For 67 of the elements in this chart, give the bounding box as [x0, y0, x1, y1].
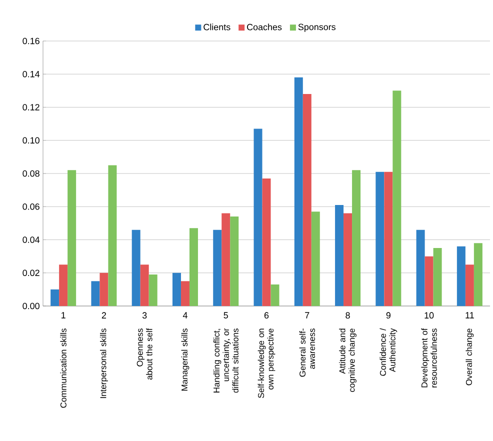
- y-tick-label: 0.12: [22, 104, 40, 110]
- x-tick-label: Attitude and cognitive change: [339, 328, 356, 392]
- bar: [302, 94, 312, 306]
- bar: [50, 289, 60, 306]
- bar: [262, 178, 271, 306]
- text: 8: [346, 312, 350, 319]
- x-tick-label: Development of resourcefulness: [421, 328, 437, 388]
- bar: [148, 274, 158, 306]
- text: 10: [424, 312, 434, 319]
- legend-label: Clients: [204, 24, 230, 30]
- bar: [456, 246, 466, 306]
- bar: [294, 77, 303, 306]
- text: 1: [62, 312, 66, 318]
- bar: [132, 230, 140, 306]
- bar: [474, 243, 482, 306]
- legend-label: Sponsors: [298, 24, 336, 32]
- bar: [392, 90, 402, 306]
- bar: [180, 281, 190, 306]
- x-tick-label: Handling conflict, uncertainty, or difficult situations: [213, 328, 238, 393]
- text: 7: [305, 312, 310, 318]
- x-tick-label: Managerial skills: [181, 328, 190, 391]
- bar: [68, 170, 76, 306]
- bar: [100, 272, 108, 306]
- bar: [335, 204, 344, 306]
- bar: [311, 212, 320, 306]
- y-tick-label: 0.02: [22, 270, 40, 276]
- text: 2: [102, 312, 106, 318]
- text: 5: [224, 312, 228, 318]
- bar: [376, 172, 384, 306]
- bar: [416, 230, 425, 306]
- y-tick-label: 0.14: [22, 70, 40, 78]
- text: 3: [142, 312, 147, 319]
- x-tick-label: Overall change: [466, 328, 474, 386]
- bar: [213, 230, 222, 306]
- x-tick-label: Interpersonal skills: [100, 328, 108, 398]
- bar: [189, 228, 198, 306]
- y-tick-label: 0.04: [22, 236, 40, 243]
- bar: [59, 264, 68, 306]
- bar: [222, 213, 230, 306]
- bar: [344, 213, 352, 306]
- y-tick-label: 0.08: [22, 170, 40, 177]
- bar: [384, 172, 393, 306]
- text: 6: [264, 312, 269, 319]
- text: 11: [466, 312, 474, 318]
- legend-label: Coaches: [247, 24, 282, 30]
- text: 4: [182, 312, 188, 318]
- bar: [140, 264, 149, 306]
- x-tick-label: Confidence / Authenticity: [380, 328, 398, 376]
- bar: [91, 281, 100, 306]
- bar: [352, 170, 361, 306]
- y-tick-label: 0.16: [22, 38, 40, 44]
- text: 9: [386, 312, 390, 319]
- bar: [230, 216, 239, 306]
- bar: [465, 264, 474, 306]
- bar: [108, 165, 117, 306]
- x-tick-label: Openness about the self: [136, 328, 152, 380]
- y-tick-label: 0.06: [22, 203, 40, 210]
- bar: [270, 284, 280, 306]
- bar: [254, 128, 262, 306]
- bar: [172, 272, 181, 306]
- x-tick-label: Self-knowledge on own perspective: [258, 328, 276, 398]
- x-tick-label: Communication skills: [60, 328, 66, 408]
- y-tick-label: 0.00: [22, 302, 40, 310]
- y-tick-label: 0.10: [22, 137, 40, 144]
- bar: [424, 256, 434, 306]
- x-tick-label: General self-awareness: [299, 328, 315, 377]
- bar: [433, 248, 442, 306]
